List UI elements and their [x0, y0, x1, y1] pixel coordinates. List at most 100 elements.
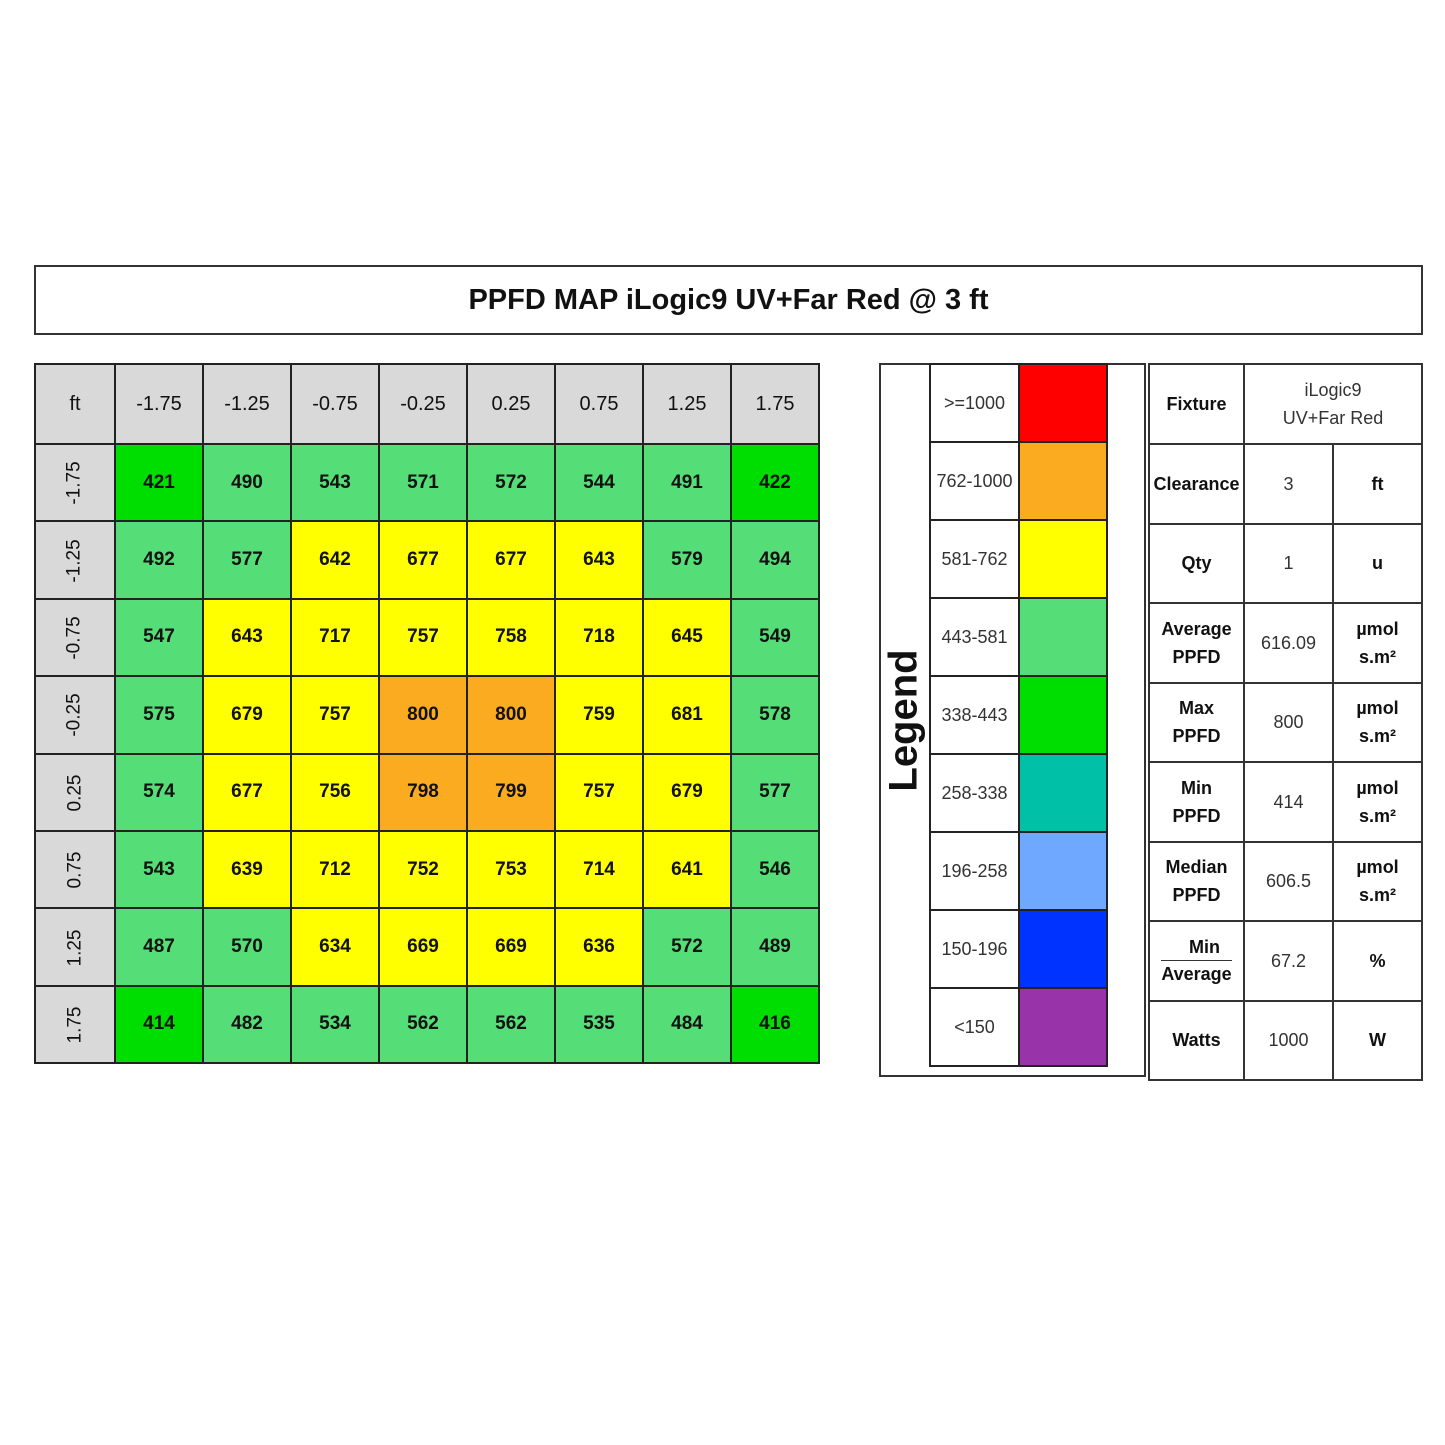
x-tick-label: -1.25 — [202, 363, 292, 445]
heatmap-cell: 416 — [730, 984, 820, 1065]
fixture-label: Fixture — [1148, 363, 1245, 445]
x-tick-label: 1.25 — [642, 363, 732, 445]
heatmap-cell: 579 — [642, 520, 732, 600]
legend-color-swatch — [1018, 519, 1108, 599]
legend-color-swatch — [1018, 675, 1108, 755]
legend-range-label: 150-196 — [929, 909, 1020, 989]
heatmap-cell: 679 — [642, 752, 732, 832]
heatmap-cell: 549 — [730, 597, 820, 678]
ppfd-heatmap: ft -1.75 -1.25 -0.75 -0.25 0.25 0.75 1.25 1.75 -1… — [34, 363, 820, 1065]
heatmap-cell: 645 — [642, 597, 732, 678]
fixture-name: iLogic9 — [1304, 380, 1362, 400]
heatmap-cell: 414 — [114, 984, 204, 1065]
legend-item: 258-338 — [929, 753, 1108, 833]
y-tick-text: 1.75 — [63, 1006, 85, 1044]
heatmap-row: -1.75 421 490 543 571 572 544 491 422 — [34, 442, 820, 523]
heatmap-cell: 544 — [554, 442, 644, 523]
y-tick-label: -1.75 — [34, 442, 116, 523]
heatmap-cell: 578 — [730, 675, 820, 755]
y-tick-label: 1.75 — [34, 984, 116, 1065]
heatmap-cell: 677 — [202, 752, 292, 832]
info-label-line1: Qty — [1181, 553, 1212, 574]
heatmap-cell: 535 — [554, 984, 644, 1065]
info-label-line2: PPFD — [1172, 726, 1221, 747]
heatmap-cell: 570 — [202, 907, 292, 987]
info-value: 616.09 — [1243, 602, 1334, 684]
info-row: Qty 1 u — [1148, 522, 1423, 604]
heatmap-cell: 489 — [730, 907, 820, 987]
fixture-info-table: Fixture iLogic9 UV+Far Red Clearance 3 ft Q… — [1148, 363, 1423, 1081]
heatmap-cell: 491 — [642, 442, 732, 523]
heatmap-row: 0.25 574 677 756 798 799 757 679 577 — [34, 752, 820, 832]
heatmap-cell: 800 — [466, 675, 556, 755]
info-label-line2: PPFD — [1172, 646, 1221, 667]
heatmap-cell: 571 — [378, 442, 468, 523]
info-value: 606.5 — [1243, 840, 1334, 922]
heatmap-cell: 577 — [202, 520, 292, 600]
heatmap-cell: 712 — [290, 829, 380, 910]
heatmap-cell: 482 — [202, 984, 292, 1065]
heatmap-cell: 421 — [114, 442, 204, 523]
heatmap-cell: 677 — [466, 520, 556, 600]
heatmap-cell: 572 — [642, 907, 732, 987]
legend-range-label: 762-1000 — [929, 441, 1020, 521]
info-label-line1: Max — [1178, 698, 1214, 719]
corner-label: ft — [34, 363, 116, 445]
ratio-numerator: Min — [1161, 934, 1232, 961]
heatmap-cell: 758 — [466, 597, 556, 678]
heatmap-cell: 634 — [290, 907, 380, 987]
ratio-denominator: Average — [1161, 963, 1232, 984]
heatmap-row: 1.75 414 482 534 562 562 535 484 416 — [34, 984, 820, 1065]
info-unit-line1: ft — [1371, 473, 1384, 494]
legend-item: 150-196 — [929, 909, 1108, 989]
info-label: Median PPFD — [1148, 840, 1245, 922]
heatmap-cell: 800 — [378, 675, 468, 755]
heatmap-cell: 757 — [290, 675, 380, 755]
info-label-line2: PPFD — [1172, 805, 1221, 826]
legend-item: 762-1000 — [929, 441, 1108, 521]
legend-item: <150 — [929, 987, 1108, 1067]
heatmap-cell: 543 — [114, 829, 204, 910]
heatmap-cell: 574 — [114, 752, 204, 832]
x-tick-label: -0.25 — [378, 363, 468, 445]
x-tick-label: -1.75 — [114, 363, 204, 445]
info-unit: ft — [1332, 443, 1423, 525]
legend-color-swatch — [1018, 363, 1108, 443]
info-unit-line1: µmol — [1356, 777, 1399, 798]
heatmap-cell: 714 — [554, 829, 644, 910]
heatmap-row: -0.25 575 679 757 800 800 759 681 578 — [34, 675, 820, 755]
ratio-label: Min Average — [1148, 920, 1245, 1002]
heatmap-cell: 752 — [378, 829, 468, 910]
info-label: Clearance — [1148, 443, 1245, 525]
heatmap-cell: 757 — [378, 597, 468, 678]
y-tick-text: -1.25 — [64, 538, 85, 583]
heatmap-cell: 546 — [730, 829, 820, 910]
info-unit: µmol s.m² — [1332, 602, 1423, 684]
heatmap-cell: 641 — [642, 829, 732, 910]
y-tick-label: -1.25 — [34, 520, 116, 600]
info-label-line1: Min — [1181, 777, 1212, 798]
legend-item: 581-762 — [929, 519, 1108, 599]
heatmap-cell: 799 — [466, 752, 556, 832]
heatmap-cell: 798 — [378, 752, 468, 832]
info-label-line1: Clearance — [1153, 473, 1240, 494]
y-tick-label: 0.75 — [34, 829, 116, 910]
x-tick-label: -0.75 — [290, 363, 380, 445]
legend-range-label: 258-338 — [929, 753, 1020, 833]
legend-item: >=1000 — [929, 363, 1108, 443]
info-unit-line2: s.m² — [1358, 726, 1396, 747]
info-unit-line1: µmol — [1356, 857, 1399, 878]
heatmap-cell: 756 — [290, 752, 380, 832]
info-row: Average PPFD 616.09 µmol s.m² — [1148, 602, 1423, 684]
legend-color-swatch — [1018, 831, 1108, 911]
heatmap-row: -1.25 492 577 642 677 677 643 579 494 — [34, 520, 820, 600]
info-row: Min PPFD 414 µmol s.m² — [1148, 761, 1423, 843]
ratio-unit: % — [1332, 920, 1423, 1002]
info-unit-line1: u — [1372, 553, 1383, 574]
info-unit-line2: s.m² — [1358, 805, 1396, 826]
info-label-line1: Average — [1161, 618, 1232, 639]
info-unit: µmol s.m² — [1332, 761, 1423, 843]
heatmap-cell: 572 — [466, 442, 556, 523]
page-title: PPFD MAP iLogic9 UV+Far Red @ 3 ft — [34, 265, 1423, 335]
heatmap-cell: 577 — [730, 752, 820, 832]
